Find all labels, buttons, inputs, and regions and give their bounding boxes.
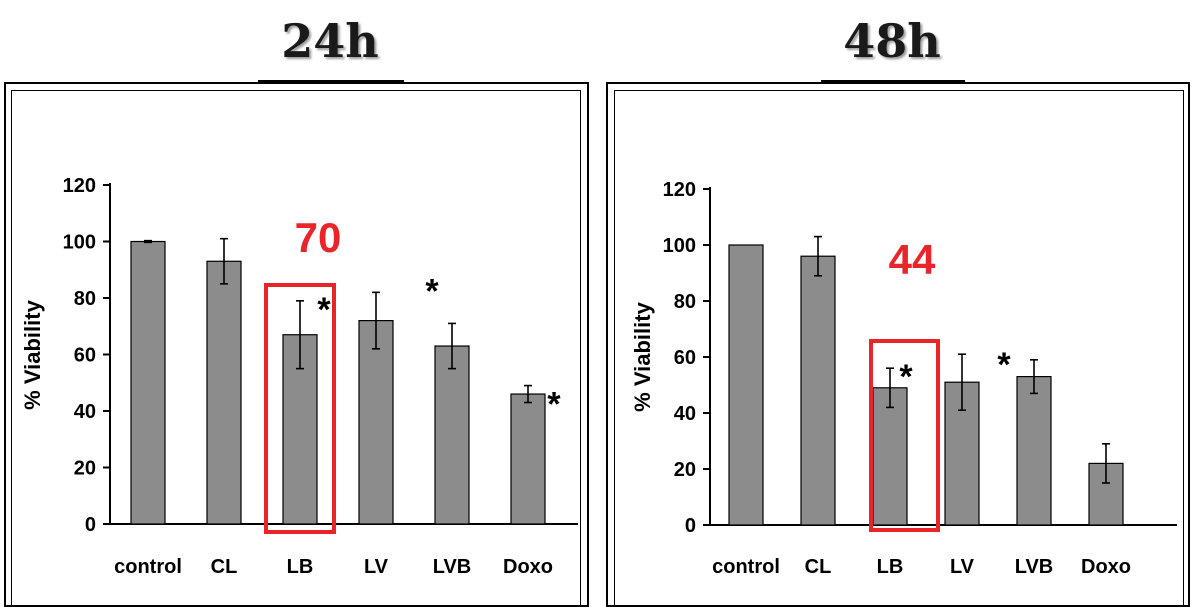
title-underline-24h: [258, 80, 404, 83]
x-tick-label-LV: LV: [364, 556, 389, 578]
bar-LB: [872, 387, 908, 526]
significance-star-LV: *: [425, 272, 439, 310]
significance-star-Doxo: *: [547, 386, 561, 424]
bar-Doxo: [510, 393, 546, 525]
significance-star-LB: *: [317, 291, 331, 329]
x-tick-label-LV: LV: [950, 556, 975, 578]
y-tick-label: 60: [674, 347, 696, 369]
y-tick-label: 40: [74, 401, 96, 423]
significance-star-LB: *: [899, 358, 913, 396]
y-tick-label: 80: [674, 291, 696, 313]
bar-CL: [206, 260, 242, 525]
y-tick-label: 100: [663, 235, 696, 257]
y-tick-label: 20: [674, 459, 696, 481]
bar-LV: [358, 320, 394, 525]
x-tick-label-CL: CL: [805, 556, 832, 578]
panel-title-24h: 24h: [281, 14, 379, 68]
y-tick-label: 100: [63, 232, 96, 254]
bar-LVB: [434, 345, 470, 525]
x-tick-label-LB: LB: [877, 556, 904, 578]
y-tick-label: 0: [685, 515, 696, 537]
y-tick-label: 60: [74, 345, 96, 367]
y-tick-label: 0: [85, 514, 96, 536]
bar-control: [130, 240, 166, 525]
highlight-box-LB: [264, 283, 336, 534]
bar-CL: [800, 255, 836, 526]
x-tick-label-CL: CL: [211, 556, 238, 578]
x-tick-label-control: control: [712, 556, 780, 578]
y-tick-label: 80: [74, 288, 96, 310]
highlight-label: 44: [889, 236, 936, 283]
x-tick-label-Doxo: Doxo: [1081, 556, 1131, 578]
x-tick-label-LVB: LVB: [433, 556, 472, 578]
title-underline-48h: [821, 80, 965, 83]
highlight-label: 70: [295, 214, 342, 261]
y-tick-label: 120: [663, 179, 696, 201]
x-tick-label-control: control: [114, 556, 182, 578]
y-axis-label: % Viability: [20, 299, 45, 409]
bar-control: [728, 244, 764, 526]
chart-1: 0 20 40 60 80 100 120 % Viability control CL LB * LV…: [630, 179, 1177, 578]
y-axis-label: % Viability: [630, 301, 655, 411]
y-tick-label: 120: [63, 175, 96, 197]
significance-star-LVB: *: [997, 346, 1011, 384]
bar-LVB: [1016, 376, 1052, 526]
y-tick-label: 40: [674, 403, 696, 425]
x-tick-label-LB: LB: [287, 556, 314, 578]
chart-0: 0 20 40 60 80 100 120 % Viability control CL LB * LV…: [20, 175, 578, 578]
x-tick-label-LVB: LVB: [1015, 556, 1054, 578]
x-tick-label-Doxo: Doxo: [503, 556, 553, 578]
highlight-box-LB: [869, 339, 940, 532]
panel-title-48h: 48h: [843, 14, 941, 68]
y-tick-label: 20: [74, 458, 96, 480]
